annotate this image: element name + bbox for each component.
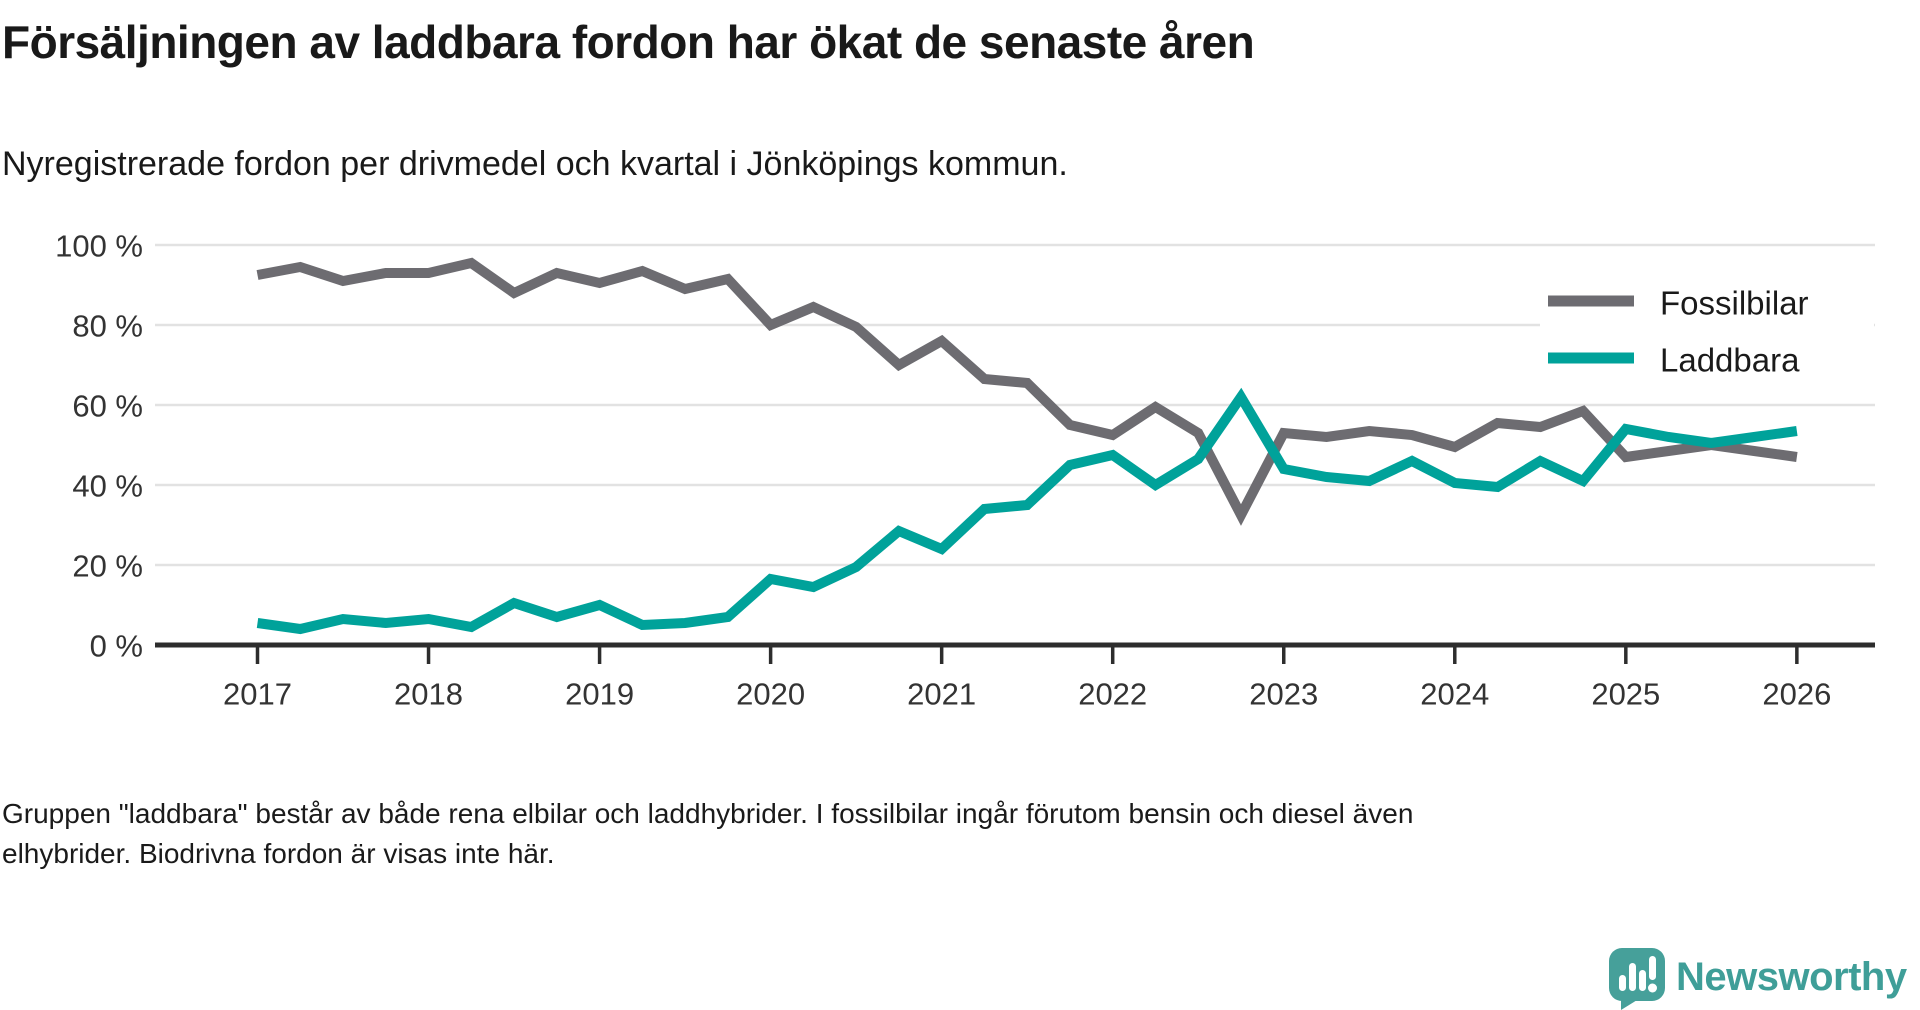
line-chart-svg: 0 % 20 % 40 % 60 % 80 % 100 % 2017 2018 2019 2020… [55, 229, 1875, 712]
x-axis-label: 2020 [736, 677, 805, 712]
footnote-line-1: Gruppen "laddbara" består av både rena e… [2, 798, 1414, 829]
y-axis-label: 0 % [90, 629, 143, 664]
chart-subtitle: Nyregistrerade fordon per drivmedel och … [2, 145, 1068, 183]
footnote-line-2: elhybrider. Biodrivna fordon är visas in… [2, 838, 555, 869]
x-axis-label: 2022 [1078, 677, 1147, 712]
legend-background [1540, 273, 1874, 395]
footnote: Gruppen "laddbara" består av både rena e… [2, 794, 1413, 874]
x-axis-label: 2023 [1249, 677, 1318, 712]
chart-title: Försäljningen av laddbara fordon har öka… [2, 16, 1255, 68]
legend-label: Laddbara [1660, 342, 1800, 379]
newsworthy-logo-icon [1609, 948, 1665, 1010]
line-chart: 0 % 20 % 40 % 60 % 80 % 100 % 2017 2018 2019 2020… [0, 190, 1920, 720]
newsworthy-logo-text: Newsworthy [1676, 955, 1907, 999]
series-line-fossilbilar [256, 257, 1798, 526]
x-axis-label: 2024 [1420, 677, 1489, 712]
y-axis-label: 80 % [72, 309, 143, 344]
y-axis-label: 60 % [72, 389, 143, 424]
y-axis-label: 40 % [72, 469, 143, 504]
y-axis-label: 20 % [72, 549, 143, 584]
y-axis-label: 100 % [55, 229, 143, 264]
legend-label: Fossilbilar [1660, 285, 1809, 322]
x-axis-label: 2021 [907, 677, 976, 712]
newsworthy-logo: Newsworthy [1608, 947, 1907, 1010]
x-axis-label: 2019 [565, 677, 634, 712]
x-axis-label: 2025 [1591, 677, 1660, 712]
x-axis-label: 2017 [223, 677, 292, 712]
series-line-laddbara [256, 387, 1798, 635]
x-axis-label: 2018 [394, 677, 463, 712]
x-axis-label: 2026 [1762, 677, 1831, 712]
